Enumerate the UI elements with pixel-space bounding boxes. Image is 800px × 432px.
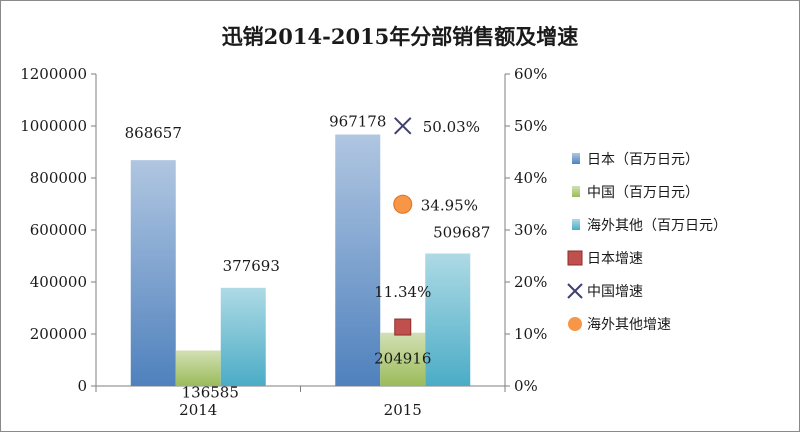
marker-data-label: 34.95% bbox=[421, 196, 478, 214]
y-left-tick-label: 400000 bbox=[30, 273, 87, 291]
y-left-tick-label: 600000 bbox=[30, 221, 87, 239]
x-tick-label: 2015 bbox=[384, 401, 422, 419]
legend-swatch bbox=[567, 283, 583, 299]
bar-data-label: 509687 bbox=[433, 223, 490, 241]
bar bbox=[425, 253, 471, 386]
marker-overseas-growth bbox=[393, 194, 413, 214]
chart-markers bbox=[393, 117, 413, 336]
y-left-tick-label: 1200000 bbox=[20, 65, 87, 83]
legend-label: 海外其他（百万日元） bbox=[587, 218, 727, 234]
bar bbox=[175, 350, 221, 386]
y-right-tick-label: 30% bbox=[514, 221, 547, 239]
bar-data-label: 204916 bbox=[374, 350, 431, 368]
chart-title: 迅销2014-2015年分部销售额及增速 bbox=[222, 24, 579, 49]
marker-japan-growth bbox=[394, 318, 412, 336]
y-right-tick-label: 40% bbox=[514, 169, 547, 187]
legend-item: 中国增速 bbox=[567, 283, 643, 300]
bar-data-label: 868657 bbox=[125, 124, 182, 142]
y-right-tick-label: 10% bbox=[514, 325, 547, 343]
legend-item: 日本增速 bbox=[567, 250, 643, 267]
chart-axes: 0 200000 400000 600000 800000 1000000 1200000 0… bbox=[20, 65, 547, 419]
legend-label: 中国（百万日元） bbox=[587, 185, 699, 201]
legend-label: 日本增速 bbox=[587, 251, 643, 267]
y-left-tick-label: 1000000 bbox=[20, 117, 87, 135]
x-tick-label: 2014 bbox=[179, 401, 217, 419]
legend-item: 海外其他增速 bbox=[568, 317, 671, 333]
y-left-tick-label: 0 bbox=[77, 377, 87, 395]
legend-swatch bbox=[568, 317, 582, 331]
legend-label: 海外其他增速 bbox=[587, 317, 671, 333]
bar-data-label: 967178 bbox=[329, 113, 386, 131]
bar bbox=[130, 160, 176, 386]
legend-swatch bbox=[572, 153, 580, 164]
y-right-tick-label: 20% bbox=[514, 273, 547, 291]
marker-data-label: 50.03% bbox=[423, 118, 480, 136]
legend-item: 日本（百万日元） bbox=[572, 152, 699, 168]
legend-swatch bbox=[572, 219, 580, 230]
marker-data-label: 11.34% bbox=[374, 283, 431, 301]
legend-item: 中国（百万日元） bbox=[572, 185, 699, 201]
y-right-tick-label: 0% bbox=[514, 377, 538, 395]
marker-china-growth bbox=[394, 117, 412, 135]
y-right-tick-label: 50% bbox=[514, 117, 547, 135]
legend-label: 中国增速 bbox=[587, 284, 643, 300]
y-left-tick-label: 800000 bbox=[30, 169, 87, 187]
bar bbox=[335, 134, 381, 386]
legend-item: 海外其他（百万日元） bbox=[572, 218, 727, 234]
chart-data-labels: 868657 967178 136585 204916 377693 509687 11.3… bbox=[125, 113, 491, 402]
legend-swatch bbox=[567, 250, 583, 266]
chart-bars bbox=[130, 134, 471, 386]
bar bbox=[380, 332, 426, 386]
y-left-tick-label: 200000 bbox=[30, 325, 87, 343]
legend-label: 日本（百万日元） bbox=[587, 152, 699, 168]
y-right-tick-label: 60% bbox=[514, 65, 547, 83]
legend-swatch bbox=[572, 186, 580, 197]
bar bbox=[220, 287, 266, 386]
bar-data-label: 377693 bbox=[223, 257, 280, 275]
bar-data-label: 136585 bbox=[182, 383, 239, 401]
